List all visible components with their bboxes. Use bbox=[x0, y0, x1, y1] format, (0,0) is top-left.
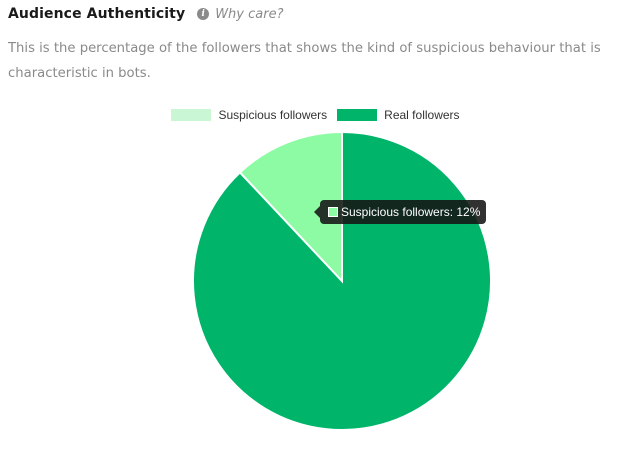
tooltip-label: Suspicious followers: 12% bbox=[341, 205, 481, 219]
section-title: Audience Authenticity bbox=[8, 6, 186, 22]
legend-item-suspicious[interactable]: Suspicious followers bbox=[171, 106, 327, 124]
chart-legend: Suspicious followers Real followers bbox=[0, 106, 631, 124]
legend-swatch-suspicious bbox=[171, 109, 212, 121]
chart-tooltip: Suspicious followers: 12% bbox=[313, 200, 487, 224]
legend-label-suspicious: Suspicious followers bbox=[218, 108, 328, 122]
tooltip-swatch bbox=[328, 207, 338, 217]
legend-swatch-real bbox=[337, 109, 378, 121]
legend-label-real: Real followers bbox=[384, 108, 460, 122]
section-header: Audience Authenticity i Why care? bbox=[8, 6, 283, 22]
why-care-link[interactable]: Why care? bbox=[215, 6, 284, 22]
section-description: This is the percentage of the followers … bbox=[8, 41, 601, 81]
info-icon[interactable]: i bbox=[197, 8, 210, 20]
pie-slice-suspicious-followers[interactable] bbox=[238, 130, 343, 284]
legend-item-real[interactable]: Real followers bbox=[337, 106, 460, 124]
